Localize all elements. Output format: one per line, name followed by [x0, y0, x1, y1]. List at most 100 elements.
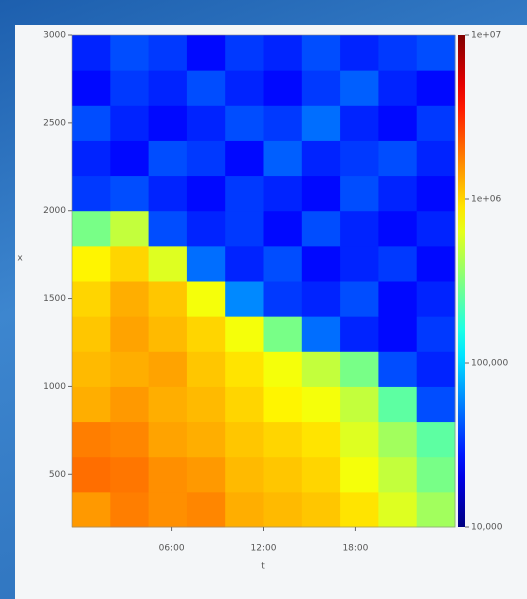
heatmap-cell: [225, 70, 264, 106]
heatmap-cell: [263, 35, 303, 71]
heatmap-cell: [72, 140, 111, 177]
heatmap-cell: [186, 105, 226, 141]
heatmap-cell: [148, 210, 188, 247]
heatmap-cell: [225, 210, 264, 247]
heatmap-cell: [72, 386, 111, 423]
heatmap-cell: [378, 105, 418, 141]
heatmap-cell: [340, 70, 379, 106]
heatmap-cell: [186, 316, 226, 352]
heatmap-cell: [72, 491, 111, 528]
colorbar-tick-label: 1e+07: [471, 31, 501, 41]
heatmap-cell: [301, 70, 341, 106]
heatmap-cell: [416, 386, 456, 423]
heatmap-cell: [301, 351, 341, 387]
y-tick-label: 3000: [43, 31, 66, 41]
y-tick-label: 2500: [43, 118, 66, 128]
heatmap-cell: [110, 421, 150, 458]
heatmap-cell: [110, 70, 150, 106]
heatmap-cell: [263, 351, 303, 387]
heatmap-cell: [110, 351, 150, 387]
heatmap-cell: [148, 175, 188, 212]
heatmap-cell: [72, 210, 111, 247]
heatmap-cell: [186, 35, 226, 71]
heatmap-cell: [301, 175, 341, 212]
heatmap-cell: [263, 316, 303, 352]
heatmap-cell: [72, 70, 111, 106]
heatmap-cell: [416, 175, 456, 212]
y-tick-label: 1500: [43, 294, 66, 304]
heatmap-cell: [148, 35, 188, 71]
heatmap-cell: [378, 491, 418, 528]
heatmap-cell: [225, 105, 264, 141]
heatmap-cell: [110, 105, 150, 141]
x-tick-label: 18:00: [342, 544, 368, 554]
heatmap-cell: [72, 175, 111, 212]
heatmap-cell: [378, 386, 418, 423]
heatmap-cell: [72, 105, 111, 141]
heatmap-cell: [301, 140, 341, 177]
heatmap-cell: [186, 386, 226, 423]
heatmap-cell: [263, 456, 303, 493]
heatmap-cell: [148, 105, 188, 141]
heatmap-cell: [378, 245, 418, 282]
heatmap-cell: [110, 245, 150, 282]
heatmap-cell: [110, 35, 150, 71]
heatmap-cell: [225, 351, 264, 387]
heatmap-cell: [186, 210, 226, 247]
heatmap-cell: [186, 281, 226, 317]
heatmap-cell: [148, 245, 188, 282]
heatmap-cell: [340, 386, 379, 423]
heatmap-cell: [340, 245, 379, 282]
heatmap-cell: [263, 245, 303, 282]
heatmap-cell: [301, 35, 341, 71]
heatmap-cell: [301, 281, 341, 317]
heatmap-cell: [378, 456, 418, 493]
heatmap-cell: [340, 351, 379, 387]
heatmap-cell: [72, 316, 111, 352]
heatmap-cell: [301, 491, 341, 528]
heatmap-cell: [378, 140, 418, 177]
heatmap-cell: [186, 175, 226, 212]
heatmap-cell: [72, 456, 111, 493]
y-axis-label: x: [17, 254, 23, 264]
heatmap-cell: [186, 491, 226, 528]
heatmap-cell: [110, 456, 150, 493]
heatmap-cell: [301, 421, 341, 458]
heatmap-cell: [340, 105, 379, 141]
heatmap-cell: [301, 386, 341, 423]
heatmap-cell: [186, 140, 226, 177]
heatmap-cell: [340, 140, 379, 177]
heatmap-cell: [378, 351, 418, 387]
heatmap-cell: [263, 421, 303, 458]
heatmap-cell: [148, 421, 188, 458]
heatmap-cell: [416, 245, 456, 282]
heatmap-cell: [148, 351, 188, 387]
heatmap-cell: [72, 351, 111, 387]
heatmap-cell: [225, 316, 264, 352]
heatmap-cell: [225, 35, 264, 71]
heatmap-cell: [263, 281, 303, 317]
x-tick-label: 12:00: [251, 544, 277, 554]
heatmap-cell: [416, 105, 456, 141]
heatmap-cell: [416, 316, 456, 352]
heatmap-cell: [416, 210, 456, 247]
heatmap-cell: [416, 140, 456, 177]
heatmap-cell: [301, 210, 341, 247]
heatmap-cell: [110, 491, 150, 528]
colorbar-tick-label: 1e+06: [471, 195, 502, 205]
heatmap-cell: [263, 105, 303, 141]
heatmap-cell: [225, 491, 264, 528]
heatmap-cell: [110, 175, 150, 212]
heatmap-cell: [148, 140, 188, 177]
heatmap-cell: [378, 35, 418, 71]
heatmap-cell: [186, 351, 226, 387]
heatmap-cell: [186, 456, 226, 493]
heatmap-cell: [378, 210, 418, 247]
heatmap-cell: [110, 210, 150, 247]
heatmap-cell: [340, 35, 379, 71]
heatmap-cell: [416, 491, 456, 528]
heatmap-cell: [378, 175, 418, 212]
heatmap-cell: [340, 421, 379, 458]
